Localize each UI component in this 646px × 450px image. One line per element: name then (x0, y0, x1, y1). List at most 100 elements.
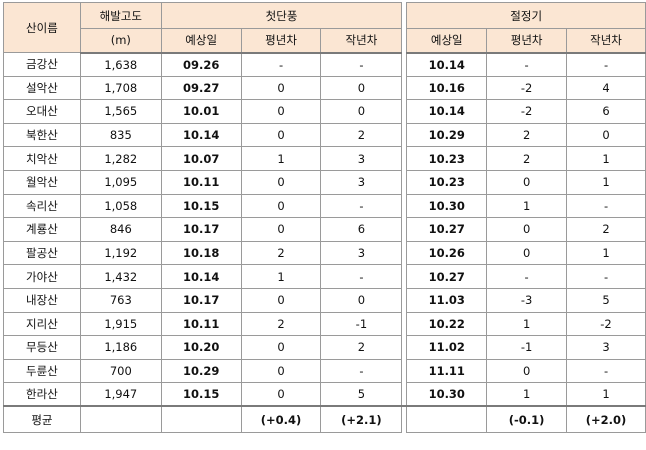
foliage-table-container: 산이름 해발고도 첫단풍 절정기 (m) 예상일 평년차 작년차 예상일 평년차… (3, 2, 646, 433)
first-vs-normal-cell: 0 (240, 193, 322, 219)
first-vs-last-year-cell: 2 (320, 335, 403, 360)
peak-forecast-date-cell: 10.14 (406, 52, 488, 77)
peak-vs-last-year-cell: -2 (566, 311, 646, 337)
first-forecast-date-cell: 09.26 (160, 52, 242, 77)
first-vs-normal-cell: 0 (240, 287, 322, 313)
first-forecast-date-cell: 09.27 (160, 75, 242, 101)
first-vs-last-year-cell: 3 (320, 146, 403, 171)
average-label: 평균 (3, 405, 81, 433)
first-vs-last-year-cell: -1 (320, 311, 403, 337)
peak-vs-normal-cell: 2 (486, 146, 568, 171)
first-forecast-date-cell: 10.11 (160, 311, 242, 337)
peak-vs-normal-cell: -3 (486, 287, 568, 313)
mountain-name-cell: 속리산 (3, 193, 81, 219)
altitude-cell: 1,192 (79, 240, 162, 266)
first-forecast-date-cell: 10.14 (160, 264, 242, 289)
peak-forecast-date-cell: 10.22 (406, 311, 488, 337)
header-first-vs-last-year: 작년차 (320, 28, 403, 54)
first-forecast-date-cell: 10.15 (160, 382, 242, 407)
peak-vs-normal-cell: 1 (486, 193, 568, 219)
header-first-foliage: 첫단풍 (160, 2, 403, 29)
altitude-cell: 1,915 (79, 311, 162, 337)
table-row: 월악산 1,095 10.11 0 3 10.23 0 1 (3, 169, 646, 195)
first-vs-last-year-cell: 3 (320, 240, 403, 266)
mountain-name-cell: 지리산 (3, 311, 81, 337)
table-row: 무등산 1,186 10.20 0 2 11.02 -1 3 (3, 335, 646, 360)
peak-vs-normal-cell: 0 (486, 240, 568, 266)
peak-vs-normal-cell: 1 (486, 382, 568, 407)
first-vs-normal-cell: 0 (240, 169, 322, 195)
first-vs-last-year-cell: 0 (320, 75, 403, 101)
first-vs-last-year-cell: 6 (320, 217, 403, 242)
first-vs-normal-cell: 1 (240, 264, 322, 289)
peak-vs-last-year-cell: 5 (566, 287, 646, 313)
peak-vs-last-year-cell: 2 (566, 217, 646, 242)
mountain-name-cell: 팔공산 (3, 240, 81, 266)
header-peak-vs-last-year: 작년차 (566, 28, 646, 54)
peak-vs-normal-cell: - (486, 52, 568, 77)
peak-forecast-date-cell: 10.30 (406, 382, 488, 407)
table-row: 두륜산 700 10.29 0-11.11 0- (3, 358, 646, 384)
header-first-forecast-date: 예상일 (160, 28, 242, 54)
average-row: 평균 (+0.4) (+2.1) (-0.1) (+2.0) (3, 405, 646, 433)
peak-forecast-date-cell: 10.30 (406, 193, 488, 219)
mountain-name-cell: 가야산 (3, 264, 81, 289)
altitude-cell: 1,947 (79, 382, 162, 407)
peak-vs-normal-cell: 0 (486, 358, 568, 384)
peak-vs-last-year-cell: 1 (566, 169, 646, 195)
mountain-name-cell: 내장산 (3, 287, 81, 313)
altitude-cell: 1,565 (79, 99, 162, 124)
peak-forecast-date-cell: 11.11 (406, 358, 488, 384)
peak-forecast-date-cell: 10.29 (406, 122, 488, 148)
first-vs-last-year-cell: 3 (320, 169, 403, 195)
peak-vs-last-year-cell: - (566, 358, 646, 384)
peak-vs-normal-cell: 0 (486, 169, 568, 195)
first-vs-last-year-cell: 0 (320, 287, 403, 313)
first-vs-normal-cell: - (240, 52, 322, 77)
peak-vs-last-year-cell: - (566, 193, 646, 219)
mountain-name-cell: 무등산 (3, 335, 81, 360)
peak-forecast-date-cell: 10.26 (406, 240, 488, 266)
header-altitude-unit: (m) (79, 28, 162, 54)
mountain-name-cell: 치악산 (3, 146, 81, 171)
table-row: 속리산 1,058 10.15 0-10.30 1- (3, 193, 646, 219)
average-first-date-cell (160, 405, 242, 433)
first-forecast-date-cell: 10.29 (160, 358, 242, 384)
first-vs-normal-cell: 0 (240, 382, 322, 407)
peak-forecast-date-cell: 10.27 (406, 264, 488, 289)
header-peak-vs-normal: 평년차 (486, 28, 568, 54)
first-vs-normal-cell: 1 (240, 146, 322, 171)
first-forecast-date-cell: 10.14 (160, 122, 242, 148)
table-row: 한라산 1,947 10.15 0 5 10.30 1 1 (3, 382, 646, 407)
peak-forecast-date-cell: 10.23 (406, 146, 488, 171)
altitude-cell: 700 (79, 358, 162, 384)
first-vs-last-year-cell: - (320, 52, 403, 77)
first-forecast-date-cell: 10.18 (160, 240, 242, 266)
peak-vs-normal-cell: 1 (486, 311, 568, 337)
average-first-vs-normal: (+0.4) (240, 405, 322, 433)
header-peak: 절정기 (406, 2, 646, 29)
mountain-name-cell: 월악산 (3, 169, 81, 195)
first-forecast-date-cell: 10.20 (160, 335, 242, 360)
header-mountain: 산이름 (3, 2, 81, 53)
altitude-cell: 835 (79, 122, 162, 148)
peak-forecast-date-cell: 10.27 (406, 217, 488, 242)
first-vs-normal-cell: 0 (240, 358, 322, 384)
peak-vs-last-year-cell: - (566, 264, 646, 289)
first-vs-normal-cell: 0 (240, 335, 322, 360)
altitude-cell: 1,095 (79, 169, 162, 195)
peak-vs-last-year-cell: - (566, 52, 646, 77)
peak-vs-last-year-cell: 1 (566, 382, 646, 407)
peak-vs-last-year-cell: 4 (566, 75, 646, 101)
peak-vs-normal-cell: -2 (486, 99, 568, 124)
mountain-name-cell: 북한산 (3, 122, 81, 148)
first-vs-last-year-cell: 2 (320, 122, 403, 148)
table-row: 설악산 1,708 09.27 0 0 10.16 -2 4 (3, 75, 646, 101)
average-peak-date-cell (406, 405, 488, 433)
altitude-cell: 1,058 (79, 193, 162, 219)
first-vs-last-year-cell: - (320, 358, 403, 384)
altitude-cell: 846 (79, 217, 162, 242)
first-forecast-date-cell: 10.01 (160, 99, 242, 124)
average-peak-vs-normal: (-0.1) (486, 405, 568, 433)
peak-vs-normal-cell: 2 (486, 122, 568, 148)
